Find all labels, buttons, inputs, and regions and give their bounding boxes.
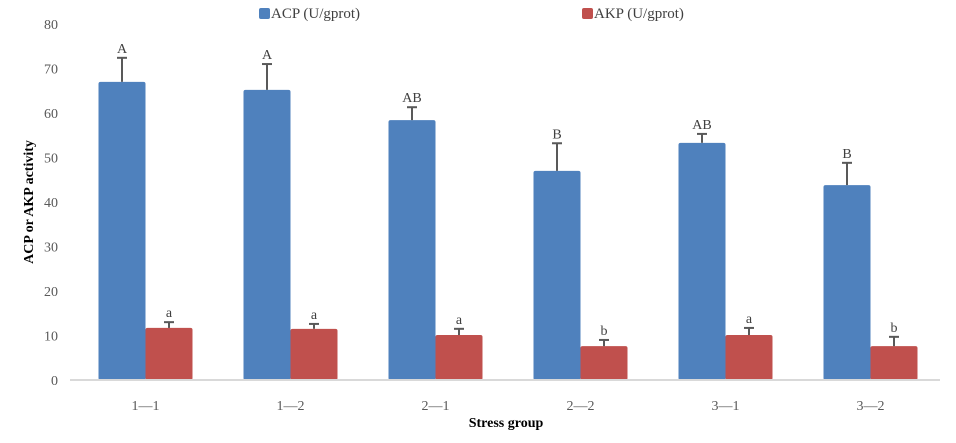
bar-akp xyxy=(290,328,338,380)
bar-acp xyxy=(388,120,436,381)
y-tick-label: 30 xyxy=(44,241,58,256)
bar-akp xyxy=(435,335,483,380)
x-tick-label: 2—2 xyxy=(567,399,595,414)
y-tick-label: 70 xyxy=(44,63,58,78)
y-tick-label: 0 xyxy=(51,374,58,389)
bar-acp xyxy=(823,185,871,380)
legend-label-acp: ACP (U/gprot) xyxy=(271,6,360,22)
significance-label: a xyxy=(311,308,318,323)
bar-akp xyxy=(580,346,628,380)
x-tick-label: 1—2 xyxy=(277,399,305,414)
x-tick-label: 3—1 xyxy=(712,399,740,414)
y-tick-label: 20 xyxy=(44,285,58,300)
x-tick-label: 1—1 xyxy=(132,399,160,414)
legend: ACP (U/gprot) AKP (U/gprot) xyxy=(259,6,684,22)
x-axis-ticks: 1—1 1—2 2—1 2—2 3—1 3—2 xyxy=(132,399,885,414)
bar-acp xyxy=(678,142,726,380)
x-tick-label: 3—2 xyxy=(857,399,885,414)
y-tick-label: 50 xyxy=(44,152,58,167)
significance-label: b xyxy=(891,321,898,336)
significance-label: A xyxy=(262,48,273,63)
bar-akp xyxy=(145,327,193,380)
significance-label: B xyxy=(842,147,851,162)
bar-acp xyxy=(98,81,146,380)
y-axis-title: ACP or AKP activity xyxy=(22,140,37,264)
y-tick-label: 80 xyxy=(44,18,58,33)
bar-acp xyxy=(243,89,291,381)
significance-label: b xyxy=(601,324,608,339)
significance-label: a xyxy=(166,306,173,321)
y-axis-ticks: 0 10 20 30 40 50 60 70 80 xyxy=(44,18,58,389)
x-axis-title: Stress group xyxy=(469,416,544,431)
bar-acp xyxy=(533,170,581,380)
y-tick-label: 60 xyxy=(44,107,58,122)
significance-label: a xyxy=(746,312,753,327)
legend-swatch-acp xyxy=(259,8,270,19)
significance-label: A xyxy=(117,42,128,57)
bar-akp xyxy=(725,335,773,380)
significance-label: B xyxy=(552,127,561,142)
bar-akp xyxy=(870,346,918,380)
significance-label: AB xyxy=(692,118,711,133)
legend-swatch-akp xyxy=(582,8,593,19)
legend-label-akp: AKP (U/gprot) xyxy=(594,6,684,22)
y-tick-label: 40 xyxy=(44,196,58,211)
y-tick-label: 10 xyxy=(44,330,58,345)
significance-label: a xyxy=(456,313,463,328)
bars: Aa Aa AB a Bb AB a Bb xyxy=(98,42,918,381)
significance-label: AB xyxy=(402,91,421,106)
x-tick-label: 2—1 xyxy=(422,399,450,414)
